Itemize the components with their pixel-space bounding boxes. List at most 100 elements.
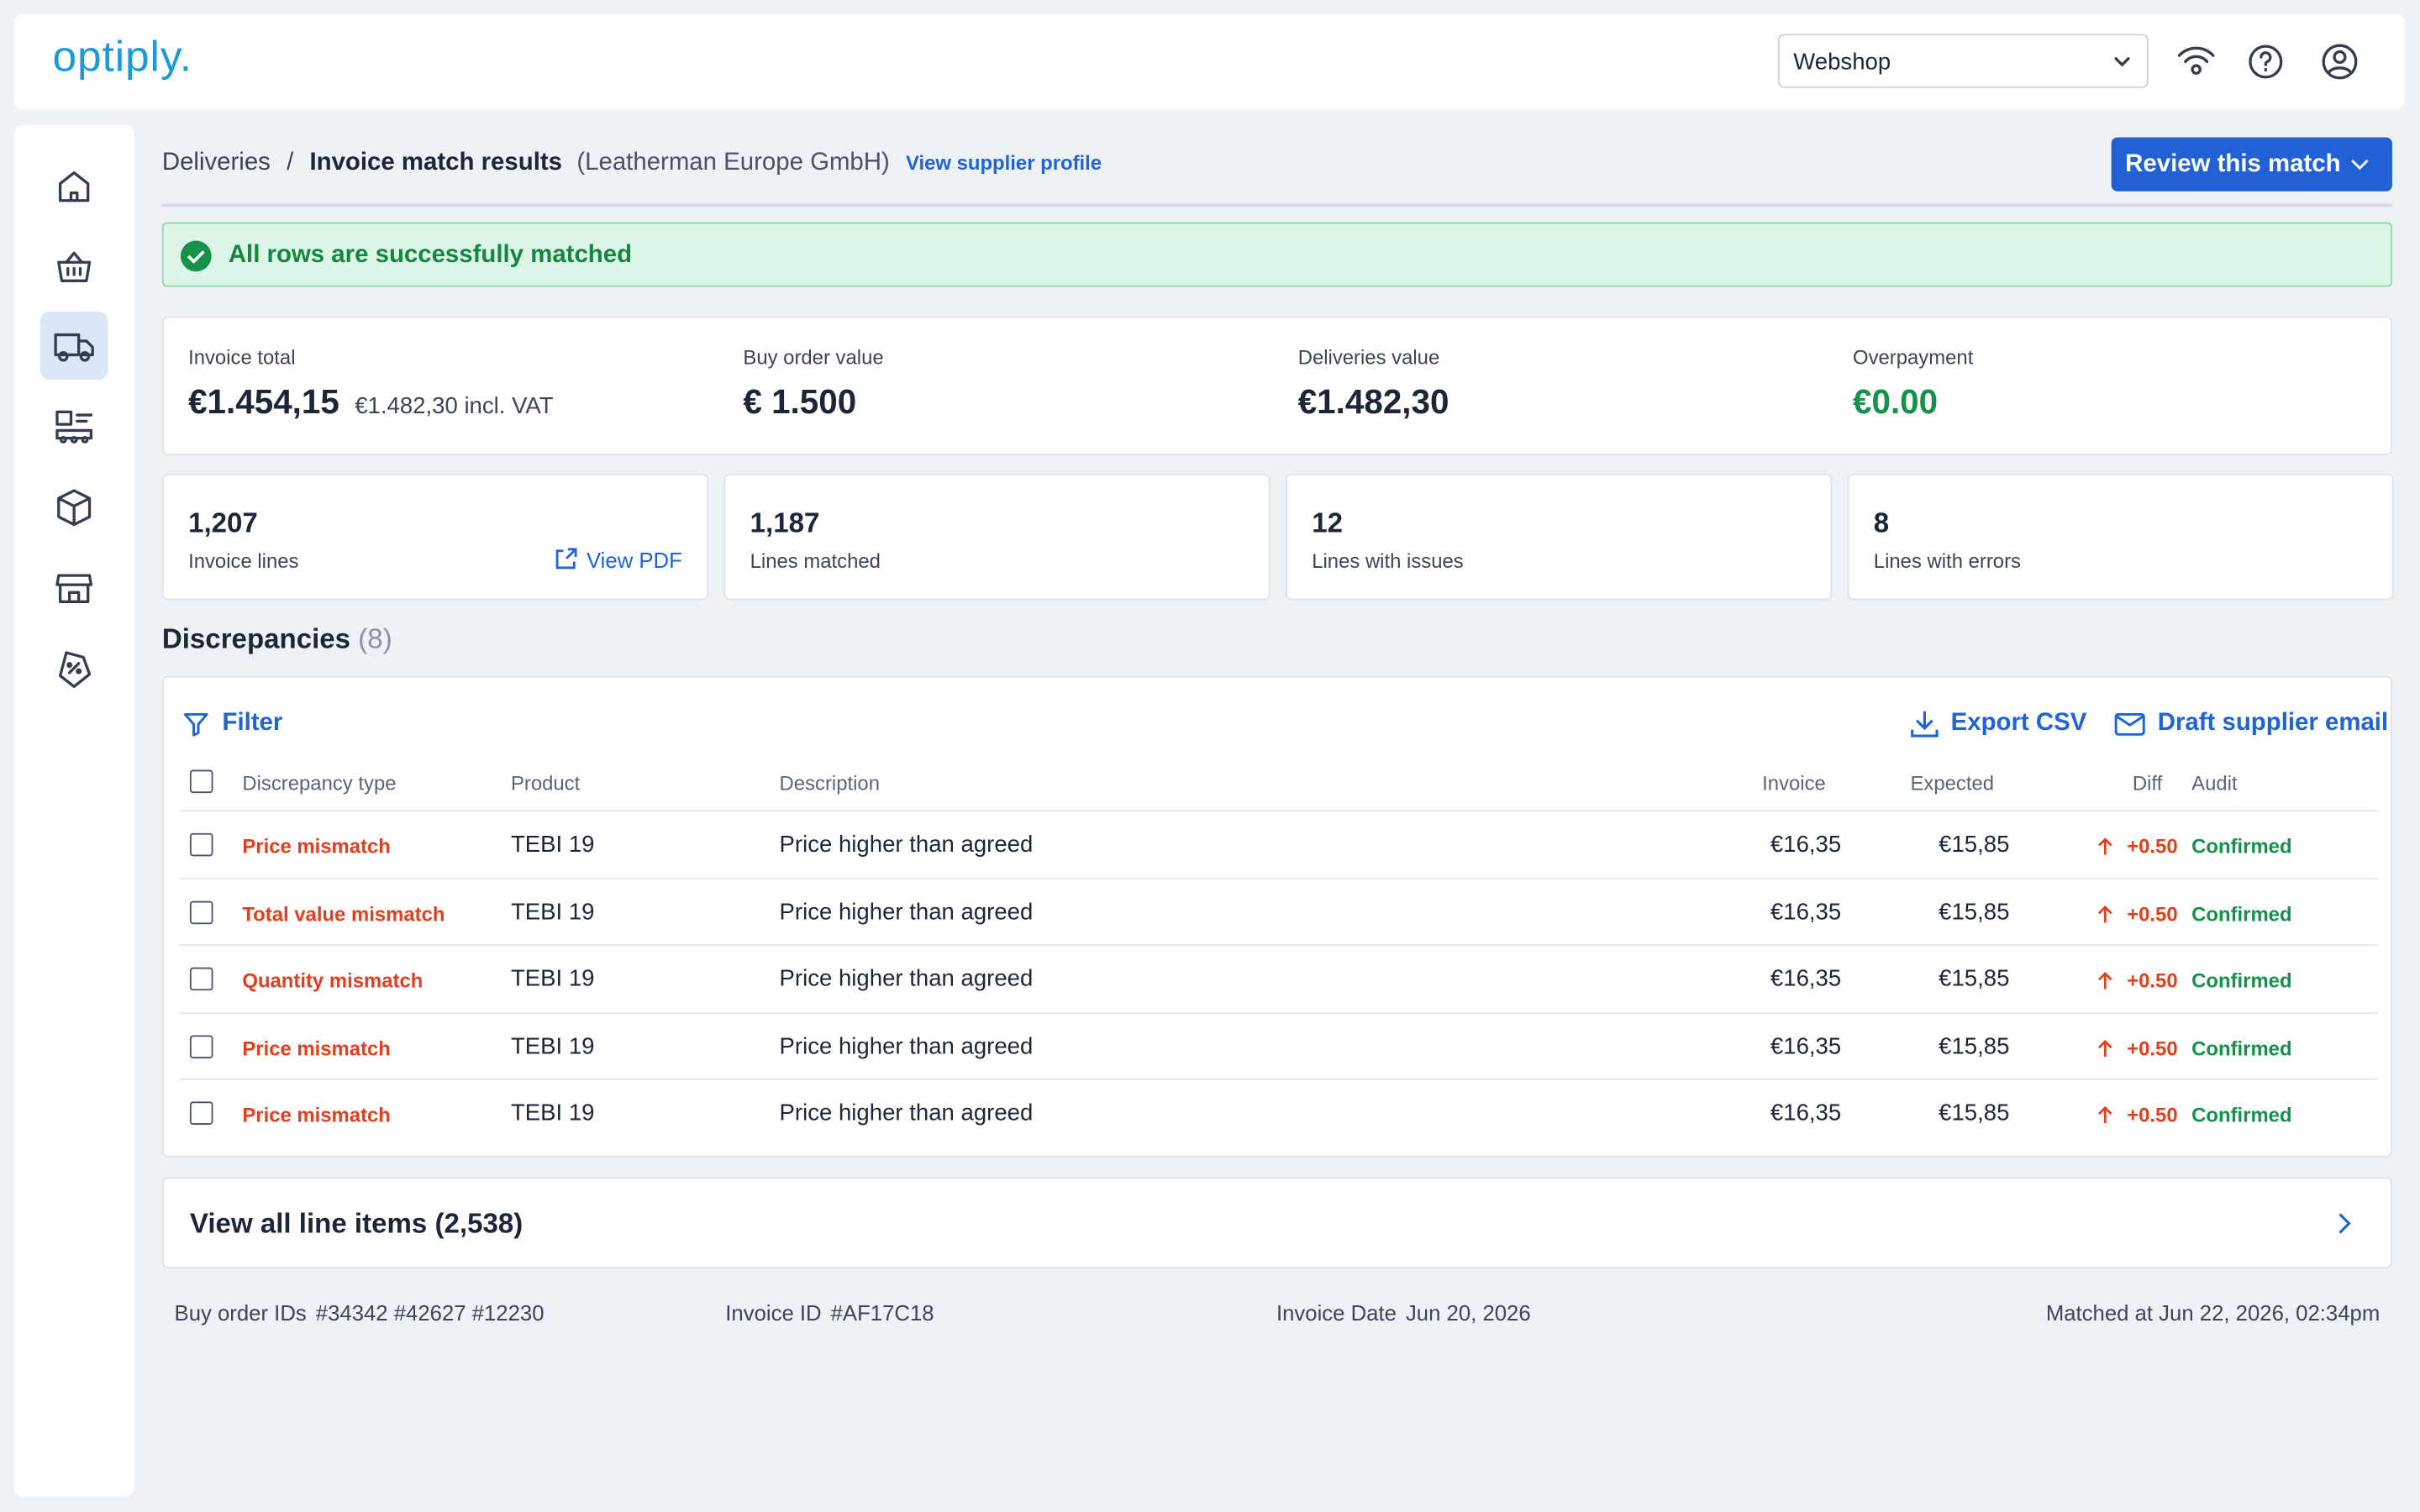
header-checkbox[interactable] xyxy=(189,769,213,794)
check-icon xyxy=(180,240,212,272)
footer-label: Invoice Date xyxy=(1276,1300,1397,1326)
filter-button[interactable]: Filter xyxy=(222,709,283,737)
stat-value: 1,187 xyxy=(750,507,820,539)
summary-label: Overpayment xyxy=(1853,345,1974,369)
up-arrow-icon xyxy=(2098,1106,2112,1124)
discrepancies-table: Filter Export CSV Draft supplier email D… xyxy=(161,675,2392,1158)
summary-amount: €1.454,15 xyxy=(188,382,339,422)
description: Price higher than agreed xyxy=(779,1033,1034,1060)
stat-card: 8 Lines with errors xyxy=(1847,473,2394,601)
mail-icon xyxy=(2114,712,2145,736)
description: Price higher than agreed xyxy=(779,899,1034,926)
expected-price: €15,85 xyxy=(1939,966,2010,993)
nav-products[interactable] xyxy=(52,486,95,529)
row-checkbox[interactable] xyxy=(189,967,213,991)
discrepancies-count: (8) xyxy=(358,623,392,654)
summary-amount: €1.482,30 xyxy=(1297,382,1449,422)
view-pdf-link[interactable]: View PDF xyxy=(554,548,682,572)
chevron-icon xyxy=(2114,57,2130,66)
row-checkbox[interactable] xyxy=(189,1035,213,1058)
help-icon[interactable] xyxy=(2245,42,2286,82)
description: Price higher than agreed xyxy=(779,966,1034,993)
audit-status: Confirmed xyxy=(2191,969,2292,993)
invoice-price: €16,35 xyxy=(1770,899,1842,926)
stat-card: 1,187 Lines matched xyxy=(723,473,1270,601)
view-all-label: View all line items (2,538) xyxy=(189,1208,523,1239)
audit-status: Confirmed xyxy=(2191,901,2292,926)
review-button[interactable]: Review this match xyxy=(2111,137,2392,192)
nav-deliveries[interactable] xyxy=(51,324,97,367)
up-arrow-icon xyxy=(2098,837,2112,855)
discrepancy-type: Total value mismatch xyxy=(242,901,445,926)
sidebar xyxy=(13,124,134,1497)
draft-email-button[interactable]: Draft supplier email xyxy=(2157,709,2389,737)
summary-label: Buy order value xyxy=(743,345,884,369)
logo[interactable]: optiply. xyxy=(52,32,192,81)
supplier-profile-link[interactable]: View supplier profile xyxy=(905,151,1102,175)
diff: +0.50 xyxy=(2096,1037,2178,1059)
nav-production[interactable] xyxy=(52,406,95,449)
export-csv-button[interactable]: Export CSV xyxy=(1950,709,2087,737)
footer-item: Matched at Jun 22, 2026, 02:34pm xyxy=(2046,1300,2380,1325)
row-checkbox[interactable] xyxy=(189,832,213,857)
up-arrow-icon xyxy=(2098,972,2112,990)
nav-store[interactable] xyxy=(52,566,95,609)
stat-label: Invoice lines xyxy=(188,549,299,573)
stat-card: 1,207 Invoice lines View PDF xyxy=(161,473,709,601)
stat-card: 12 Lines with issues xyxy=(1286,473,1833,601)
table-row: Price mismatch TEBI 19 Price higher than a… xyxy=(179,1011,2379,1080)
view-all-card[interactable]: View all line items (2,538) xyxy=(161,1177,2392,1268)
product: TEBI 19 xyxy=(510,1033,595,1060)
store-select[interactable]: Webshop xyxy=(1777,34,2149,88)
summary-value: € 1.500 xyxy=(743,383,856,423)
discrepancies-title: Discrepancies xyxy=(161,623,351,654)
breadcrumb-parent[interactable]: Deliveries xyxy=(161,150,271,176)
download-icon xyxy=(1911,711,1939,738)
filter-icon xyxy=(183,712,208,737)
expected-price: €15,85 xyxy=(1939,1033,2010,1060)
audit-status: Confirmed xyxy=(2191,1103,2292,1127)
invoice-price: €16,35 xyxy=(1770,832,1842,858)
success-alert: All rows are successfully matched xyxy=(161,222,2392,287)
column-header: Discrepancy type xyxy=(242,771,397,795)
nav-basket[interactable] xyxy=(52,245,95,288)
expected-price: €15,85 xyxy=(1939,899,2010,926)
table-row: Price mismatch TEBI 19 Price higher than a… xyxy=(179,810,2379,878)
summary-value: €1.454,15 €1.482,30 incl. VAT xyxy=(188,383,554,423)
footer-item: Invoice ID #AF17C18 xyxy=(725,1300,934,1325)
product: TEBI 19 xyxy=(510,899,595,926)
footer-label: Buy order IDs xyxy=(174,1300,307,1326)
row-checkbox[interactable] xyxy=(189,900,213,924)
up-arrow-icon xyxy=(2098,905,2112,922)
diff: +0.50 xyxy=(2096,902,2178,925)
nav-promotions[interactable] xyxy=(52,647,95,690)
discrepancy-type: Price mismatch xyxy=(242,1103,391,1127)
divider xyxy=(161,203,2392,207)
table-row: Price mismatch TEBI 19 Price higher than a… xyxy=(179,1079,2379,1147)
row-checkbox[interactable] xyxy=(189,1102,213,1126)
expected-price: €15,85 xyxy=(1939,832,2010,858)
audit-status: Confirmed xyxy=(2191,1036,2292,1060)
summary-value: €1.482,30 xyxy=(1298,383,1449,423)
summary-note: €1.482,30 incl. VAT xyxy=(355,393,554,420)
nav-home[interactable] xyxy=(52,165,95,208)
top-bar: optiply. Webshop xyxy=(13,13,2405,110)
account-icon[interactable] xyxy=(2320,42,2360,82)
footer-item: Invoice Date Jun 20, 2026 xyxy=(1276,1300,1531,1325)
description: Price higher than agreed xyxy=(779,832,1034,858)
summary-card: Invoice total €1.454,15 €1.482,30 incl. VA… xyxy=(161,316,2392,455)
connection-icon[interactable] xyxy=(2175,42,2217,82)
stat-value: 1,207 xyxy=(188,507,258,539)
column-header: Product xyxy=(510,771,581,795)
product: TEBI 19 xyxy=(510,966,595,993)
summary-label: Deliveries value xyxy=(1297,345,1440,369)
footer-value: #AF17C18 xyxy=(830,1300,934,1326)
footer-label: Invoice ID xyxy=(725,1300,822,1326)
table-row: Quantity mismatch TEBI 19 Price higher tha… xyxy=(179,944,2379,1012)
diff: +0.50 xyxy=(2096,835,2178,858)
summary-amount: €0.00 xyxy=(1853,382,1939,422)
summary-amount: € 1.500 xyxy=(743,382,857,422)
description: Price higher than agreed xyxy=(779,1100,1034,1127)
product: TEBI 19 xyxy=(510,1100,595,1127)
